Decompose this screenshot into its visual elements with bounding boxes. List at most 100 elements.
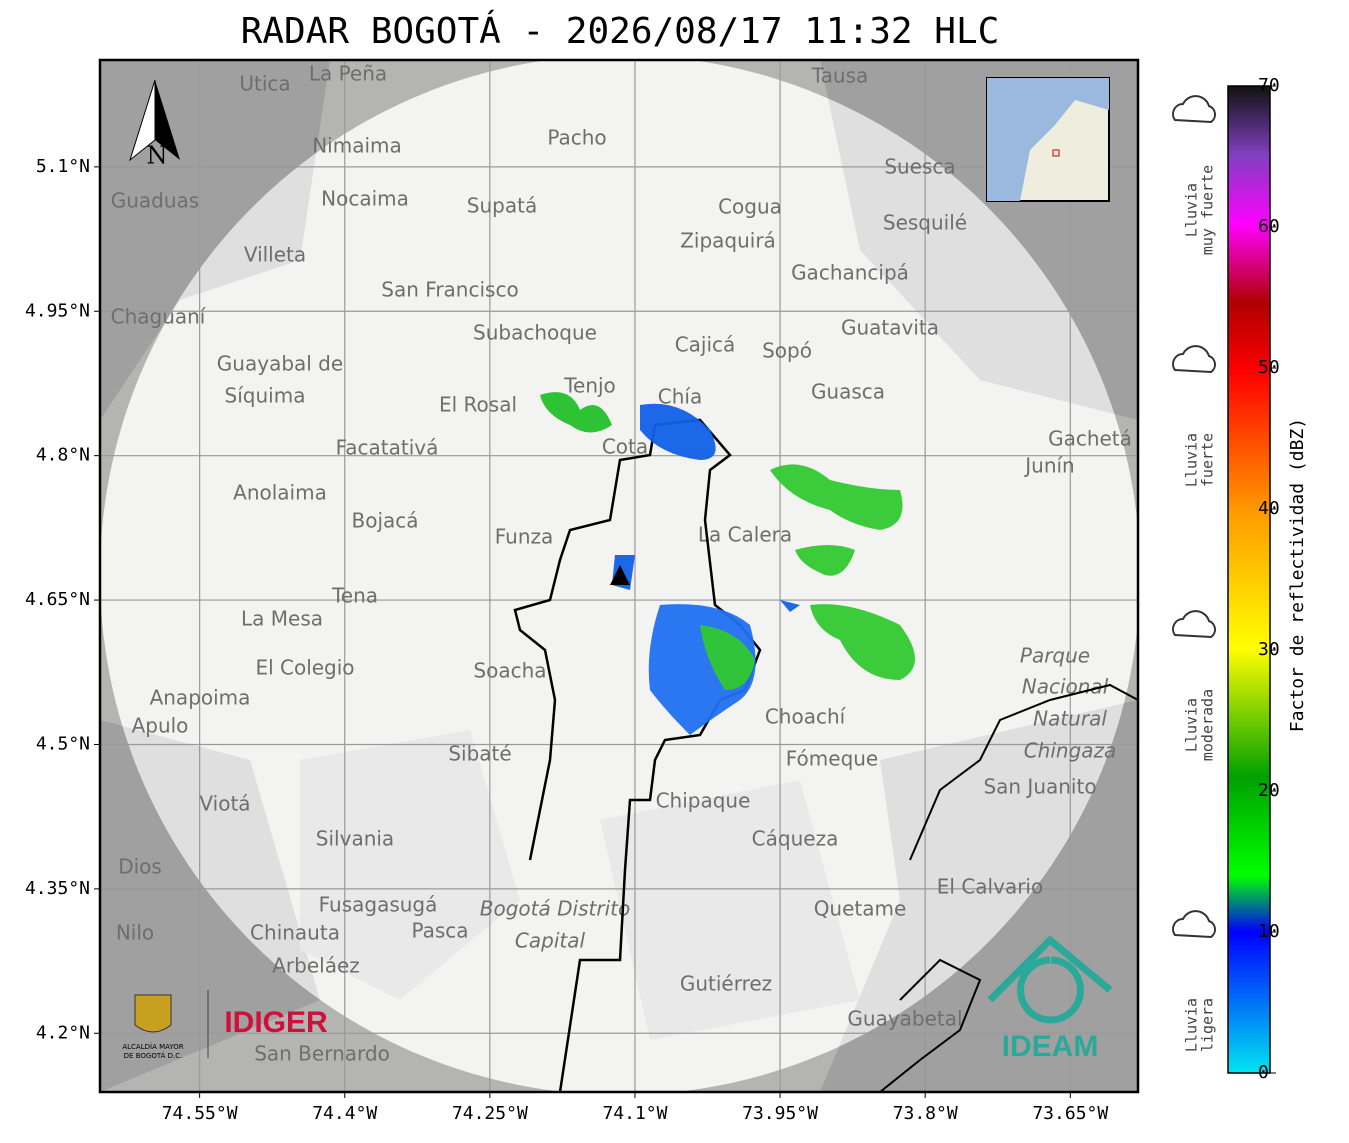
place-label: Pacho [547,126,606,150]
y-tick-label: 4.2°N [36,1022,90,1043]
place-label: Guatavita [841,316,939,340]
place-label: San Juanito [983,775,1096,799]
place-label: Chaguaní [111,305,207,329]
place-label: Nilo [116,921,154,945]
place-label: Zipaquirá [680,229,776,253]
place-label: Sopó [762,339,812,363]
x-tick-label: 73.65°W [1032,1103,1108,1124]
x-tick-label: 74.25°W [452,1103,528,1124]
x-tick-label: 74.55°W [162,1103,238,1124]
place-label: Guayabal de [217,352,343,376]
rain-category: Lluvia [1183,433,1201,487]
rain-category: Lluvia [1183,183,1201,237]
place-label: Dios [118,855,162,879]
rain-icon [1172,345,1216,374]
place-label: Guaduas [111,189,199,213]
place-label: Viotá [199,792,250,816]
place-label: Capital [515,929,586,953]
place-label: Apulo [132,714,189,738]
place-label: Fusagasugá [319,893,438,917]
place-label: Guasca [811,380,885,404]
place-label: Silvania [316,827,394,851]
place-label: La Mesa [241,607,323,631]
place-label: Suesca [884,155,955,179]
place-label: Gachetá [1048,427,1132,451]
rain-icon [1172,95,1216,124]
y-tick-label: 4.95°N [25,300,90,321]
place-label: El Colegio [255,656,354,680]
map: La Peña Utica Tausa Pacho Nimaima Nocaima Supa… [100,60,1138,1092]
x-tick-label: 73.8°W [893,1103,958,1124]
place-label: Utica [239,72,290,96]
place-label: Villeta [244,243,306,267]
rain-icon [1172,610,1216,639]
place-label: Tenjo [563,374,616,398]
place-label: Tena [331,584,378,608]
place-label: Pasca [411,919,468,943]
place-label: Soacha [473,659,546,683]
x-tick-label: 74.1°W [602,1103,667,1124]
x-tick-label: 73.95°W [742,1103,818,1124]
place-label: Gachancipá [791,261,909,285]
rain-category: fuerte [1199,433,1217,487]
place-label: Chipaque [656,789,751,813]
place-label: Bojacá [351,509,418,533]
place-label: Cáqueza [752,827,839,851]
logo-text: DE BOGOTÁ D.C. [124,1051,183,1060]
place-label: Junín [1023,454,1074,478]
rain-category: Lluvia [1183,698,1201,752]
colorbar-tick-label: 30 [1258,639,1280,660]
place-label: Sibaté [448,742,511,766]
place-label: Chinauta [250,921,340,945]
rain-icon [1172,910,1216,939]
north-arrow: N [147,142,168,170]
place-label: Parque [1020,644,1090,668]
colorbar-tick-label: 70 [1258,75,1280,96]
place-label: Chía [658,385,702,409]
colorbar-tick-label: 50 [1258,357,1280,378]
logo-text: IDIGER [224,1006,328,1039]
x-tick-label: 74.4°W [312,1103,377,1124]
rain-category: muy fuerte [1199,165,1217,255]
place-label: Tausa [811,64,869,88]
colorbar-tick-label: 60 [1258,216,1280,237]
colorbar-tick-label: 10 [1258,921,1280,942]
place-label: Choachí [765,705,847,729]
place-label: Cogua [718,195,782,219]
place-label: Anapoima [150,686,251,710]
place-label: Supatá [467,194,537,218]
place-label: Bogotá Distrito [480,897,630,921]
place-label: El Rosal [439,393,517,417]
place-label: Sesquilé [883,211,967,235]
place-label: Cajicá [675,333,736,357]
place-label: Nimaima [312,134,402,158]
rain-category: Lluvia [1183,998,1201,1052]
place-label: La Calera [698,523,792,547]
colorbar-tick-label: 0 [1258,1062,1269,1083]
place-label: Fómeque [786,747,879,771]
place-label: Síquima [225,384,306,408]
place-label: Arbeláez [272,954,360,978]
y-tick-label: 4.8°N [36,445,90,466]
y-tick-label: 4.35°N [25,878,90,899]
rain-category: ligera [1199,998,1217,1052]
place-label: San Bernardo [254,1042,390,1066]
colorbar-tick-label: 40 [1258,498,1280,519]
place-label: Cota [602,435,648,459]
logo-text: IDEAM [1002,1030,1099,1063]
title: RADAR BOGOTÁ - 2026/08/17 11:32 HLC [241,10,1000,52]
colorbar-tick-label: 20 [1258,780,1280,801]
place-label: Facatativá [336,436,439,460]
place-label: Natural [1033,707,1107,731]
logo-text: ALCALDÍA MAYOR [122,1042,183,1051]
place-label: Nacional [1022,675,1109,699]
y-tick-label: 4.65°N [25,589,90,610]
rain-category: moderada [1199,689,1217,761]
place-label: El Calvario [937,875,1043,899]
y-tick-label: 4.5°N [36,733,90,754]
place-label: Quetame [814,897,907,921]
y-tick-label: 5.1°N [36,156,90,177]
place-label: Anolaima [233,481,327,505]
place-label: San Francisco [381,278,518,302]
